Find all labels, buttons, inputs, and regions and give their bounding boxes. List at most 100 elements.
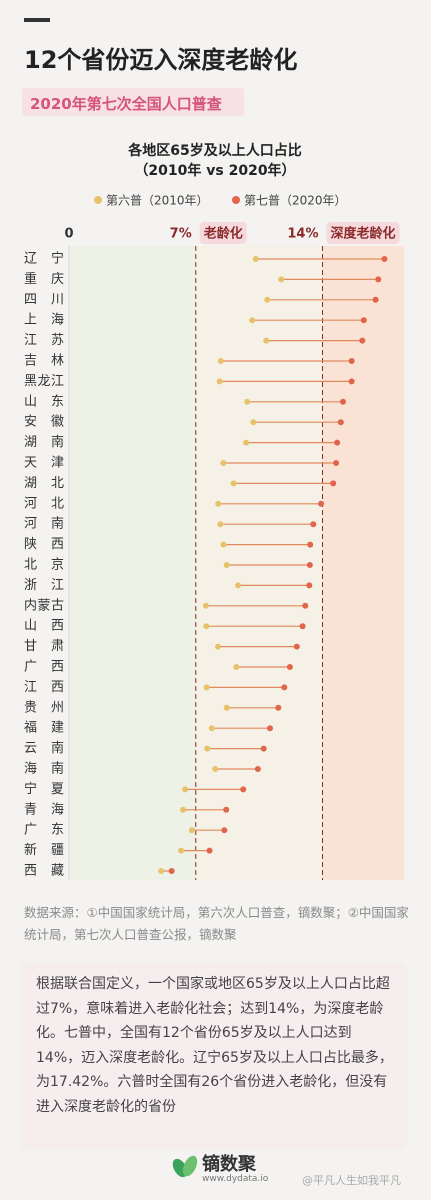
category-label: 江苏 xyxy=(24,332,64,348)
dot xyxy=(334,439,341,446)
dot xyxy=(263,337,270,344)
annotation: 老龄化 xyxy=(203,226,243,242)
note-box xyxy=(20,962,408,1150)
dot xyxy=(212,766,219,772)
dot xyxy=(188,827,195,834)
dot xyxy=(318,500,325,507)
dot xyxy=(244,398,251,405)
category-label: 河北 xyxy=(24,496,64,511)
dot xyxy=(215,643,222,650)
dot xyxy=(220,460,227,466)
dot xyxy=(208,725,215,732)
category-label: 甘肃 xyxy=(24,639,64,654)
dot xyxy=(330,480,337,487)
x-tick-label: 7% xyxy=(170,227,192,242)
dot xyxy=(333,460,340,466)
dot xyxy=(206,847,213,854)
dot xyxy=(348,378,355,385)
legend-marker xyxy=(94,196,102,204)
dot xyxy=(217,358,224,364)
dot xyxy=(275,704,282,711)
dot xyxy=(348,358,355,364)
legend-label: 第七普（2020年） xyxy=(244,194,347,208)
dot xyxy=(204,745,211,752)
category-label: 河南 xyxy=(24,516,64,532)
zone xyxy=(322,246,404,880)
subtitle-box xyxy=(22,88,244,116)
zone xyxy=(69,246,196,880)
category-label: 陕西 xyxy=(24,537,64,552)
chart: 各地区65岁及以上人口占比 （2010年 vs 2020年） 第六普（2010年） 第… xyxy=(24,142,404,880)
dot xyxy=(250,419,257,426)
title-bar xyxy=(24,18,50,22)
brand: 镝数聚 xyxy=(202,1154,256,1175)
dot xyxy=(359,337,366,344)
zone xyxy=(195,246,323,880)
category-label: 天津 xyxy=(24,456,64,471)
dot xyxy=(306,582,313,589)
dot xyxy=(223,704,230,711)
dot xyxy=(299,623,306,630)
category-label: 广西 xyxy=(24,660,64,675)
dot xyxy=(293,643,300,650)
dot xyxy=(286,664,293,670)
dot xyxy=(240,786,247,793)
category-label: 广东 xyxy=(24,823,64,838)
category-label: 重庆 xyxy=(24,271,64,287)
annotation-box xyxy=(199,222,247,244)
dot xyxy=(217,521,224,528)
dot xyxy=(360,317,367,324)
dot xyxy=(267,725,273,732)
legend-marker xyxy=(232,196,240,204)
category-label: 贵州 xyxy=(24,700,64,715)
category-label: 西藏 xyxy=(24,864,64,879)
dot xyxy=(178,847,185,854)
dot xyxy=(243,439,250,446)
category-label: 湖北 xyxy=(24,476,64,491)
dot xyxy=(158,868,165,874)
dot xyxy=(375,276,382,283)
dot xyxy=(220,541,227,548)
dot xyxy=(306,562,313,568)
category-label: 新疆 xyxy=(24,842,64,858)
dot xyxy=(180,806,187,813)
category-label: 吉林 xyxy=(24,354,64,369)
dot xyxy=(260,745,267,752)
chart-title: 各地区65岁及以上人口占比 xyxy=(127,142,301,159)
dot xyxy=(182,786,189,793)
watermark: @平凡人生如我平凡 xyxy=(302,1174,401,1187)
dot xyxy=(168,868,175,874)
dot xyxy=(216,378,223,385)
dot xyxy=(372,296,379,303)
x-tick-label: 14% xyxy=(287,227,318,242)
category-label: 宁夏 xyxy=(24,781,64,797)
dot xyxy=(310,521,317,528)
category-label: 四川 xyxy=(24,292,64,307)
category-label: 江西 xyxy=(24,680,64,695)
dot xyxy=(337,419,344,426)
source: 数据来源：①中国国家统计局，第六次人口普查，镝数聚；②中国国家统计局，第七次人口… xyxy=(24,905,409,942)
x-tick-label: 0 xyxy=(64,227,73,242)
logo-icon xyxy=(172,1155,198,1178)
category-label: 内蒙古 xyxy=(24,597,64,613)
category-label: 上海 xyxy=(24,313,64,328)
note: 根据联合国定义，一个国家或地区65岁及以上人口占比超过7%，意味着进入老龄化社会… xyxy=(36,976,393,1115)
url: www.dydata.io xyxy=(202,1174,269,1184)
dot xyxy=(203,623,210,630)
dot xyxy=(203,684,210,691)
dot xyxy=(339,398,346,405)
dot xyxy=(254,766,261,772)
annotation-box xyxy=(326,222,400,244)
dot xyxy=(223,806,230,813)
category-label: 辽宁 xyxy=(24,251,64,267)
legend-label: 第六普（2010年） xyxy=(106,194,209,208)
category-label: 福建 xyxy=(24,721,64,736)
category-label: 安徽 xyxy=(24,415,64,430)
category-label: 黑龙江 xyxy=(24,374,64,389)
dot xyxy=(281,684,288,691)
dot xyxy=(215,500,222,507)
dot xyxy=(264,296,271,303)
dot xyxy=(278,276,285,283)
category-label: 山东 xyxy=(24,394,64,409)
dot xyxy=(252,256,259,262)
